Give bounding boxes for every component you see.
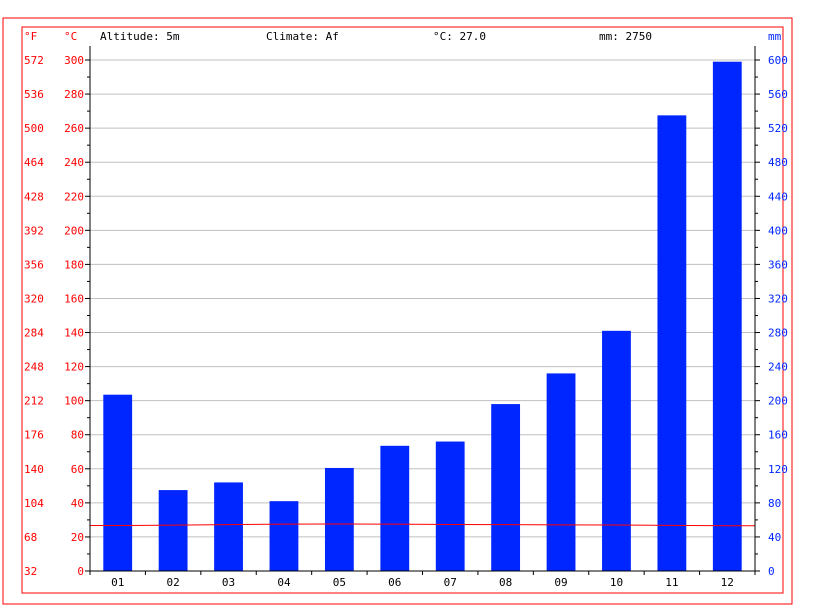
mm-tick-label: 440 [768,190,788,203]
celsius-tick-label: 0 [77,565,84,578]
mm-tick-label: 40 [768,531,781,544]
celsius-tick-label: 200 [64,224,84,237]
mm-tick-label: 0 [768,565,775,578]
header-altitude: Altitude: 5m [100,30,180,43]
axis-layer [85,46,760,575]
mm-tick-label: 200 [768,395,788,408]
fahrenheit-tick-label: 212 [24,395,44,408]
unit-mm: mm [768,30,782,43]
month-label: 06 [388,576,401,589]
precip-bar [158,490,188,571]
precip-bar [435,441,465,571]
fahrenheit-tick-label: 284 [24,327,44,340]
celsius-tick-label: 120 [64,361,84,374]
celsius-tick-label: 60 [71,463,84,476]
fahrenheit-tick-label: 356 [24,258,44,271]
bar-layer [103,61,742,571]
mm-tick-label: 520 [768,122,788,135]
mm-tick-label: 280 [768,327,788,340]
month-label: 02 [167,576,180,589]
unit-celsius: °C [64,30,77,43]
precip-bar [712,61,742,571]
fahrenheit-tick-label: 68 [24,531,37,544]
celsius-tick-label: 20 [71,531,84,544]
fahrenheit-tick-label: 500 [24,122,44,135]
outer-frame [2,17,793,605]
month-label: 01 [111,576,124,589]
mm-tick-label: 80 [768,497,781,510]
mm-tick-label: 240 [768,361,788,374]
header-climate: Climate: Af [266,30,339,43]
precip-bar [602,330,631,571]
celsius-tick-label: 160 [64,292,84,305]
month-label: 03 [222,576,235,589]
month-label: 10 [610,576,623,589]
month-label: 05 [333,576,346,589]
mm-tick-label: 560 [768,88,788,101]
celsius-tick-label: 100 [64,395,84,408]
celsius-tick-label: 40 [71,497,84,510]
header-temp: °C: 27.0 [433,30,486,43]
header-precip: mm: 2750 [599,30,652,43]
precip-bar [103,394,133,571]
fahrenheit-tick-label: 428 [24,190,44,203]
fahrenheit-tick-label: 248 [24,361,44,374]
month-label: 07 [444,576,457,589]
fahrenheit-tick-label: 392 [24,224,44,237]
mm-tick-label: 480 [768,156,788,169]
fahrenheit-tick-label: 140 [24,463,44,476]
celsius-tick-label: 260 [64,122,84,135]
month-label: 08 [499,576,512,589]
precip-bar [546,373,576,571]
fahrenheit-tick-label: 572 [24,54,44,67]
month-label: 12 [721,576,734,589]
unit-fahrenheit: °F [24,30,37,43]
celsius-tick-label: 140 [64,327,84,340]
mm-tick-label: 120 [768,463,788,476]
celsius-tick-label: 300 [64,54,84,67]
fahrenheit-tick-label: 320 [24,292,44,305]
mm-tick-label: 320 [768,292,788,305]
celsius-tick-label: 180 [64,258,84,271]
mm-tick-label: 400 [768,224,788,237]
precip-bar [657,115,687,571]
month-label: 09 [554,576,567,589]
precip-bar [214,482,243,571]
inner-frame [21,26,784,594]
line-layer [90,523,755,527]
mm-tick-label: 360 [768,258,788,271]
celsius-tick-label: 240 [64,156,84,169]
fahrenheit-tick-label: 32 [24,565,37,578]
fahrenheit-tick-label: 104 [24,497,44,510]
fahrenheit-tick-label: 536 [24,88,44,101]
month-label: 11 [665,576,678,589]
precip-bar [380,445,410,571]
mm-tick-label: 160 [768,429,788,442]
label-layer: 0204060801001201401601802002202402602803… [24,54,788,589]
celsius-tick-label: 220 [64,190,84,203]
month-label: 04 [277,576,291,589]
precip-bar [269,501,299,571]
celsius-tick-label: 280 [64,88,84,101]
fahrenheit-tick-label: 176 [24,429,44,442]
precip-bar [491,404,521,571]
precip-bar [324,467,354,571]
temperature-line [90,523,755,527]
grid-layer [90,59,755,538]
celsius-tick-label: 80 [71,429,84,442]
fahrenheit-tick-label: 464 [24,156,44,169]
mm-tick-label: 600 [768,54,788,67]
